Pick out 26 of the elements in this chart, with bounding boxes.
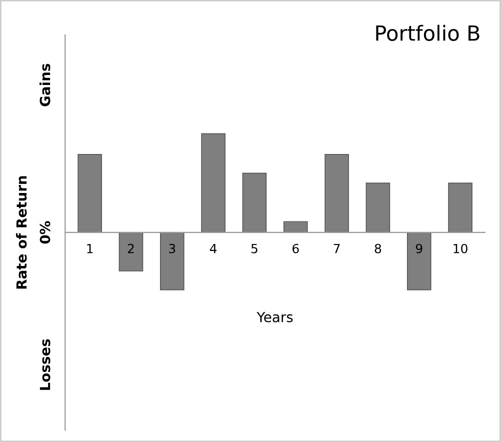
y-axis-title: Rate of Return [16,176,27,289]
bar [78,154,102,233]
bar [118,232,144,272]
x-tick-label: 4 [210,244,217,254]
chart-title: Portfolio B [376,24,480,41]
x-tick-label: 3 [169,244,176,254]
x-tick-label: 10 [454,244,468,254]
text: Gains [40,64,50,106]
bar [366,182,390,233]
bar [283,221,308,233]
bar [324,154,349,233]
bar [201,133,226,233]
text: Losses [40,339,50,390]
x-axis-title: Years [256,312,293,322]
x-tick-label: 8 [374,244,382,254]
text: 0% [40,221,50,244]
bar [448,182,472,233]
x-tick-label: 1 [87,244,93,254]
bar [406,232,432,290]
bar [242,172,267,233]
x-tick-label: 2 [128,244,134,254]
x-tick-label: 7 [334,244,340,254]
x-tick-label: 9 [416,244,422,254]
x-tick-label: 6 [292,244,299,254]
x-tick-label: 5 [251,244,258,254]
bar [160,232,184,290]
